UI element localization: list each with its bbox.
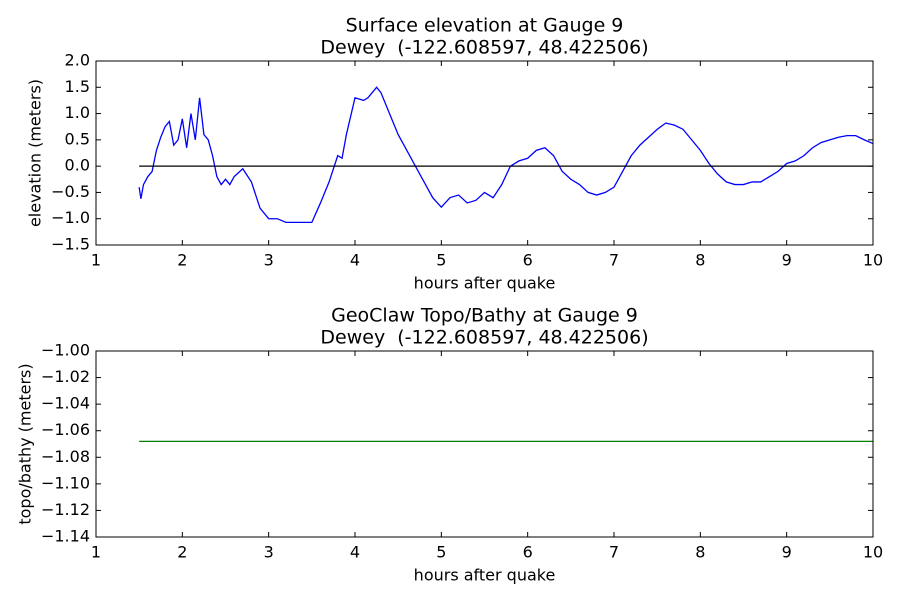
x-tick-label: 1 (91, 251, 101, 270)
x-tick-label: 5 (436, 251, 446, 270)
chart-subtitle: Dewey (-122.608597, 48.422506) (320, 37, 648, 59)
data-line (138, 86, 874, 224)
plot-frame (95, 350, 874, 538)
y-tick-label: 0.5 (65, 129, 90, 148)
x-tick-label: 6 (523, 251, 533, 270)
x-tick-label: 2 (177, 543, 187, 562)
x-tick-label: 3 (264, 543, 274, 562)
x-tick-label: 3 (264, 251, 274, 270)
x-tick-label: 8 (695, 543, 705, 562)
x-tick-label: 10 (863, 251, 883, 270)
x-tick-label: 7 (609, 543, 619, 562)
y-axis-label: elevation (meters) (26, 79, 45, 227)
y-tick-label: 0.0 (65, 156, 90, 175)
y-tick-label: −1.08 (41, 447, 90, 466)
x-tick-label: 2 (177, 251, 187, 270)
x-tick-label: 7 (609, 251, 619, 270)
y-tick-label: −1.00 (41, 341, 90, 360)
y-tick-label: 1.0 (65, 103, 90, 122)
y-tick-label: −1.14 (41, 527, 90, 546)
x-tick-label: 1 (91, 543, 101, 562)
y-tick-label: 2.0 (65, 51, 90, 70)
y-tick-label: −1.06 (41, 420, 90, 439)
chart-subtitle: Dewey (-122.608597, 48.422506) (320, 327, 648, 349)
y-axis-label: topo/bathy (meters) (16, 363, 35, 524)
x-tick-label: 4 (350, 251, 360, 270)
x-tick-label: 5 (436, 543, 446, 562)
y-tick-label: −1.02 (41, 367, 90, 386)
x-tick-label: 8 (695, 251, 705, 270)
y-tick-label: −0.5 (51, 182, 90, 201)
x-tick-label: 9 (782, 543, 792, 562)
y-tick-label: −1.04 (41, 394, 90, 413)
x-tick-label: 9 (782, 251, 792, 270)
y-tick-label: −1.12 (41, 500, 90, 519)
y-tick-label: 1.5 (65, 77, 90, 96)
x-axis-label: hours after quake (414, 566, 556, 585)
chart-title: GeoClaw Topo/Bathy at Gauge 9 (331, 305, 638, 327)
x-tick-label: 6 (523, 543, 533, 562)
y-tick-label: −1.10 (41, 473, 90, 492)
x-axis-label: hours after quake (414, 274, 556, 293)
x-tick-label: 10 (863, 543, 883, 562)
y-tick-label: −1.5 (51, 235, 90, 254)
chart-title: Surface elevation at Gauge 9 (346, 15, 624, 37)
plot-frame (95, 60, 874, 246)
x-tick-label: 4 (350, 543, 360, 562)
y-tick-label: −1.0 (51, 208, 90, 227)
